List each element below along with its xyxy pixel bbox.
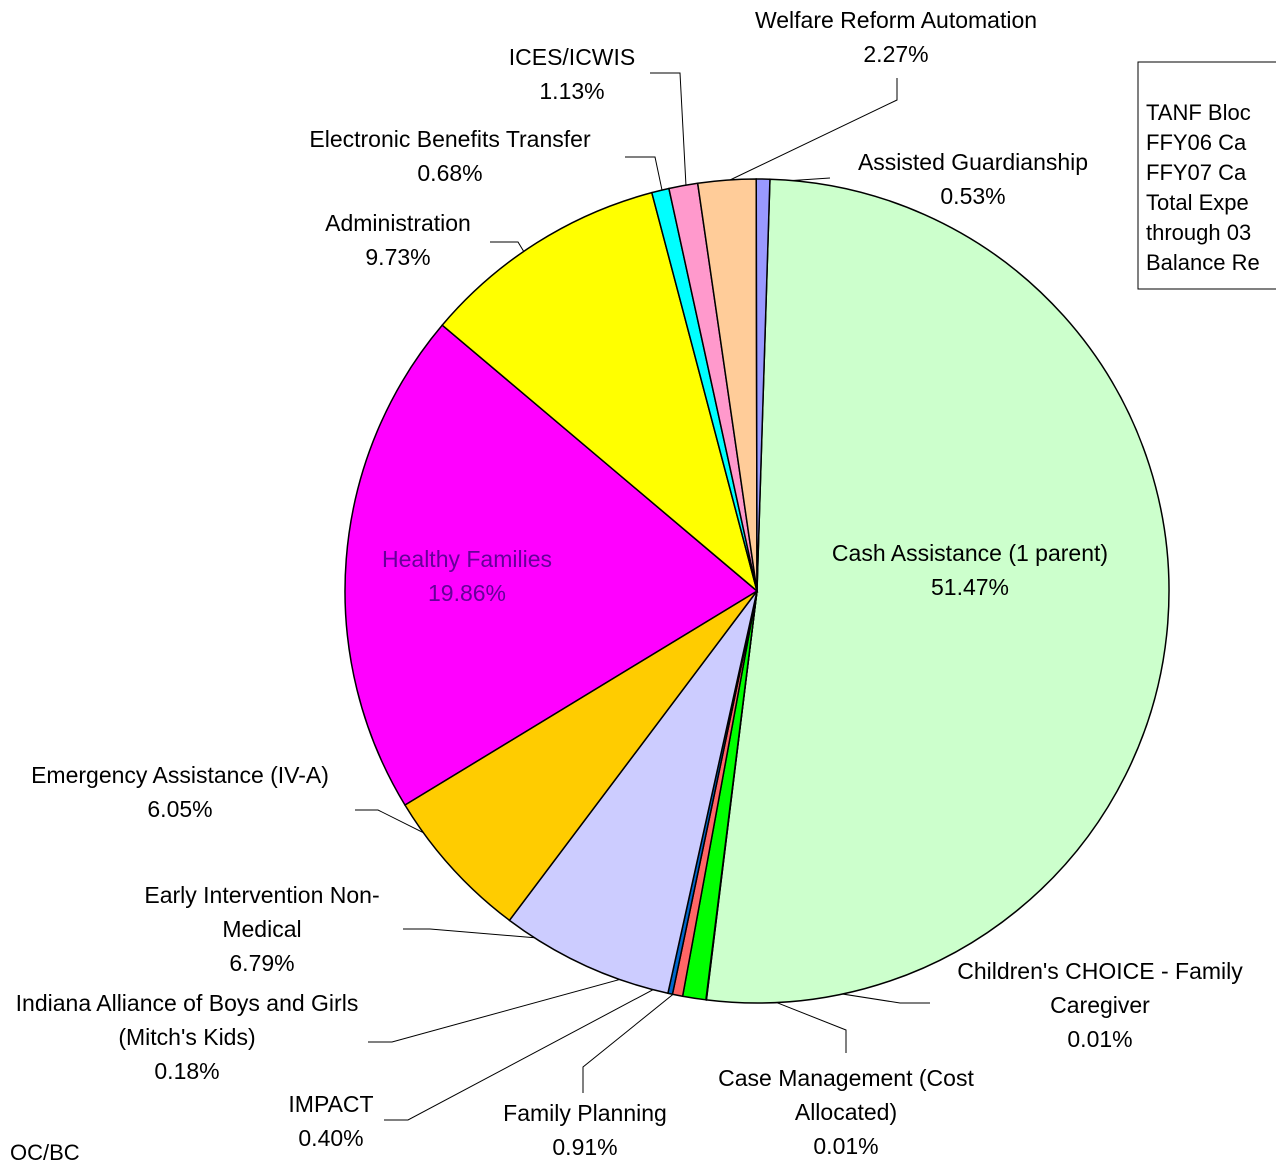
slice-name: Early Intervention Non-Medical (144, 882, 380, 942)
slice-name: Welfare Reform Automation (754, 7, 1038, 33)
slice-name: Case Management (Cost Allocated) (718, 1065, 974, 1125)
slice-value: 1.13% (539, 78, 605, 104)
legend-text: Total Expe (1146, 190, 1249, 215)
slice-name: ICES/ICWIS (508, 44, 636, 70)
pie-slice (344, 324, 759, 807)
pie-slice (705, 178, 1170, 1004)
legend-text: through 03 (1146, 220, 1252, 245)
leader-line (625, 156, 663, 191)
slice-value: 0.91% (552, 1134, 618, 1160)
slice-label: IMPACT 0.40% (271, 1087, 391, 1155)
slice-label: Children's CHOICE - Family Caregiver 0.01… (930, 954, 1270, 1056)
slice-label: ICES/ICWIS 1.13% (472, 40, 672, 108)
slice-name: Healthy Families (382, 546, 552, 572)
slice-label: Administration 9.73% (278, 206, 518, 274)
legend-text: Balance Re (1146, 250, 1260, 275)
slice-label: Assisted Guardianship 0.53% (823, 145, 1123, 213)
pie-slice (403, 590, 758, 922)
legend-text: FFY06 Ca (1146, 130, 1247, 155)
slice-name: Emergency Assistance (IV-A) (31, 762, 329, 788)
slice-label: Indiana Alliance of Boys and Girls (Mitc… (7, 986, 367, 1088)
slice-label: Emergency Assistance (IV-A) 6.05% (5, 758, 355, 826)
slice-name: Electronic Benefits Transfer (309, 126, 591, 152)
slice-value: 0.68% (417, 160, 483, 186)
slice-label: Cash Assistance (1 parent) 51.47% (780, 536, 1160, 604)
slice-label: Family Planning 0.91% (475, 1096, 695, 1164)
slice-name: Indiana Alliance of Boys and Girls (Mitc… (15, 990, 359, 1050)
pie-slice (441, 191, 759, 594)
leader-line (384, 969, 691, 1121)
slice-value: 6.05% (147, 796, 213, 822)
slice-value: 0.01% (813, 1133, 879, 1159)
slice-label: Case Management (Cost Allocated) 0.01% (686, 1061, 1006, 1163)
legend-text: TANF Bloc (1146, 100, 1251, 125)
slice-name: Cash Assistance (1 parent) (831, 540, 1109, 566)
footer: OC/BC (10, 1140, 80, 1165)
slice-name: IMPACT (288, 1091, 374, 1117)
slice-value: 0.53% (940, 183, 1006, 209)
slice-label: Early Intervention Non-Medical 6.79% (117, 878, 407, 980)
slice-name: Assisted Guardianship (857, 149, 1089, 175)
slice-value: 0.18% (154, 1058, 220, 1084)
slice-label: Electronic Benefits Transfer 0.68% (250, 122, 650, 190)
slice-label: Healthy Families 19.86% (337, 542, 597, 610)
pie-slice (508, 590, 758, 995)
slice-value: 9.73% (365, 244, 431, 270)
slice-value: 2.27% (863, 41, 929, 67)
slice-value: 0.01% (1067, 1026, 1133, 1052)
slice-label: Welfare Reform Automation 2.27% (696, 3, 1096, 71)
leader-line (729, 78, 898, 181)
leader-line (650, 72, 687, 187)
slice-name: Children's CHOICE - Family Caregiver (957, 958, 1243, 1018)
slice-name: Administration (325, 210, 471, 236)
legend-box (1137, 61, 1276, 290)
pie-slice (755, 178, 771, 592)
leader-line (368, 966, 666, 1043)
legend-text: FFY07 Ca (1146, 160, 1247, 185)
slice-value: 51.47% (930, 574, 1009, 600)
slice-value: 19.86% (427, 580, 506, 606)
slice-value: 6.79% (229, 950, 295, 976)
slice-value: 0.40% (298, 1125, 364, 1151)
slice-name: Family Planning (503, 1100, 667, 1126)
leader-lines (355, 72, 930, 1121)
leader-line (582, 974, 698, 1093)
